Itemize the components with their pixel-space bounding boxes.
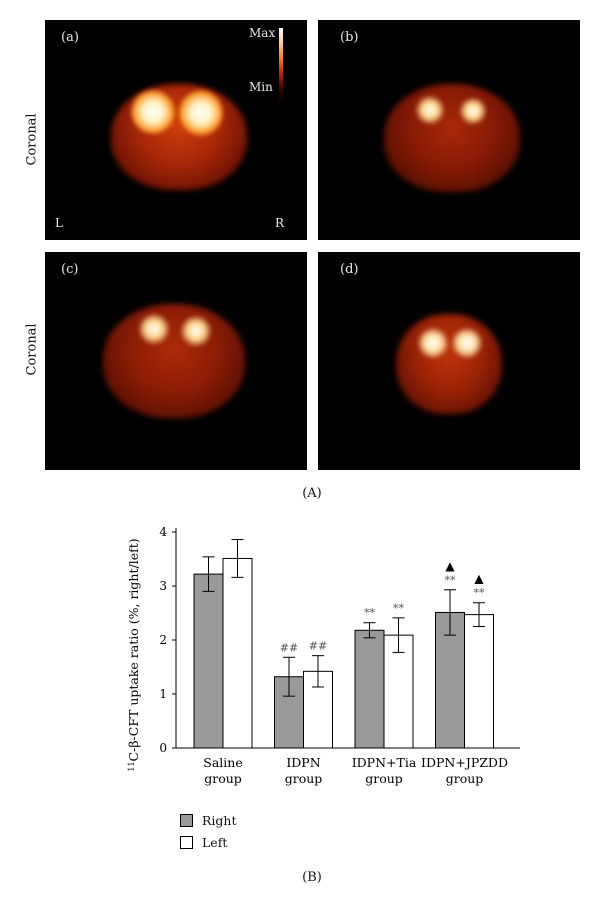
pet-panel-b: (b) (318, 20, 580, 240)
legend-label-right: Right (202, 812, 237, 828)
legend-label-left: Left (202, 834, 228, 850)
figure-b-caption: (B) (302, 870, 322, 885)
orientation-right-label: R (275, 216, 285, 230)
x-tick-label: group (365, 771, 403, 786)
panel-label: (c) (61, 262, 79, 277)
striatum-hotspot-left (131, 90, 175, 134)
striatum-hotspot-right (452, 328, 482, 358)
pet-panel-c: (c) (45, 252, 307, 470)
y-tick-label: 2 (159, 633, 167, 647)
color-scale-bar (279, 28, 283, 104)
striatum-hotspot-left (416, 96, 444, 124)
bar-right (354, 629, 385, 749)
bar-left (222, 557, 253, 749)
pet-panel-d: (d) (318, 252, 580, 470)
figure-a-caption: (A) (302, 486, 322, 501)
x-tick-label: IDPN+Tia (352, 755, 417, 770)
x-tick-label: IDPN (286, 755, 320, 770)
x-tick-labels: SalinegroupIDPNgroupIDPN+TiagroupIDPN+JP… (203, 755, 508, 786)
panel-label: (d) (340, 262, 359, 277)
orientation-left-label: L (55, 216, 63, 230)
x-tick-label: group (446, 771, 484, 786)
y-axis-label-text: C-β-CFT uptake ratio (%, right/left) (126, 538, 141, 761)
striatum-hotspot-left (139, 314, 169, 344)
bar-chart: 11C-β-CFT uptake ratio (%, right/left) 0… (126, 525, 520, 786)
legend: Right Left (180, 810, 237, 852)
significance-marker: ** (364, 607, 376, 620)
significance-marker: ** (474, 587, 486, 600)
bar-right (193, 573, 224, 749)
panel-label: (b) (340, 30, 359, 45)
legend-item-left: Left (180, 832, 237, 852)
bar-left (383, 634, 414, 749)
y-axis-label-superscript: 11 (127, 761, 136, 771)
brain-section (111, 84, 247, 190)
significance-marker: ▲ (445, 559, 455, 573)
bar-left (464, 614, 494, 749)
legend-item-right: Right (180, 810, 237, 830)
striatum-hotspot-right (179, 90, 223, 136)
striatum-hotspot-right (181, 316, 211, 346)
x-tick-label: group (204, 771, 242, 786)
significance-marker: ## (309, 640, 327, 653)
brain-section (384, 84, 520, 192)
significance-marker: ** (445, 574, 457, 587)
y-tick-label: 4 (159, 525, 167, 539)
x-tick-label: IDPN+JPZDD (421, 755, 508, 770)
brain-section (103, 304, 245, 418)
row-label-coronal-top: Coronal (24, 113, 40, 166)
y-tick-label: 1 (159, 687, 167, 701)
significance-marker: ** (393, 602, 405, 615)
y-tick-label: 3 (159, 579, 167, 593)
panel-label: (a) (61, 30, 79, 45)
legend-swatch-left (180, 835, 193, 849)
striatum-hotspot-right (460, 98, 486, 124)
striatum-hotspot-left (418, 328, 448, 358)
x-tick-label: Saline (203, 755, 242, 770)
significance-marker: ▲ (474, 572, 484, 586)
brain-section (396, 314, 502, 414)
significance-marker: ## (280, 641, 298, 654)
y-axis-label: 11C-β-CFT uptake ratio (%, right/left) (126, 538, 141, 771)
row-label-coronal-bottom: Coronal (24, 323, 40, 376)
scale-max-label: Max (249, 26, 276, 40)
scale-min-label: Min (249, 80, 273, 94)
y-tick-label: 0 (159, 741, 167, 755)
x-tick-label: group (285, 771, 323, 786)
bars: ## ##** ****▲**▲ (193, 539, 494, 749)
pet-panel-a: (a) Max Min L R (45, 20, 307, 240)
legend-swatch-right (180, 813, 193, 827)
